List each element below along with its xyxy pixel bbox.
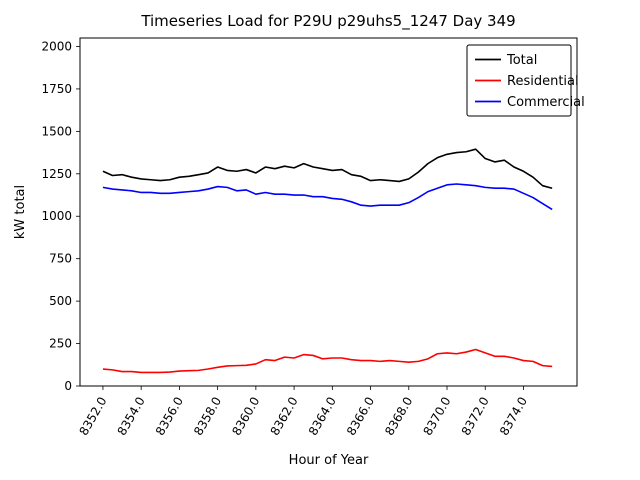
y-tick-label: 500: [49, 294, 72, 308]
total-line: [102, 148, 553, 190]
x-tick-label: 8356.0: [153, 395, 186, 438]
x-tick-label: 8374.0: [497, 395, 530, 438]
y-tick-label: 1500: [41, 124, 72, 138]
y-tick-label: 1750: [41, 82, 72, 96]
x-tick-label: 8372.0: [459, 395, 492, 438]
legend-label-commercial: Commercial: [507, 95, 585, 110]
legend-label-residential: Residential: [507, 74, 579, 89]
x-tick-label: 8352.0: [76, 395, 109, 438]
x-tick-label: 8362.0: [268, 395, 301, 438]
x-tick-label: 8364.0: [306, 395, 339, 438]
y-tick-label: 0: [64, 379, 72, 393]
commercial-line: [102, 183, 553, 211]
x-tick-label: 8366.0: [344, 395, 377, 438]
y-tick-label: 1250: [41, 167, 72, 181]
legend-box: [466, 44, 572, 117]
x-tick-label: 8358.0: [191, 395, 224, 438]
y-axis-label: kW total: [13, 185, 28, 239]
legend-label-total: Total: [506, 53, 537, 68]
legend: Total Residential Commercial: [466, 44, 585, 117]
chart-title: Timeseries Load for P29U p29uhs5_1247 Da…: [140, 12, 515, 31]
y-tick-label: 250: [49, 337, 72, 351]
y-tick-label: 2000: [41, 39, 72, 53]
y-tick-label: 1000: [41, 209, 72, 223]
x-tick-label: 8354.0: [115, 395, 148, 438]
x-tick-label: 8360.0: [229, 395, 262, 438]
residential-line: [102, 348, 553, 374]
x-tick-label: 8368.0: [382, 395, 415, 438]
x-axis-label: Hour of Year: [289, 453, 369, 468]
plot-border: [79, 37, 578, 387]
y-tick-label: 750: [49, 252, 72, 266]
x-tick-label: 8370.0: [420, 395, 453, 438]
